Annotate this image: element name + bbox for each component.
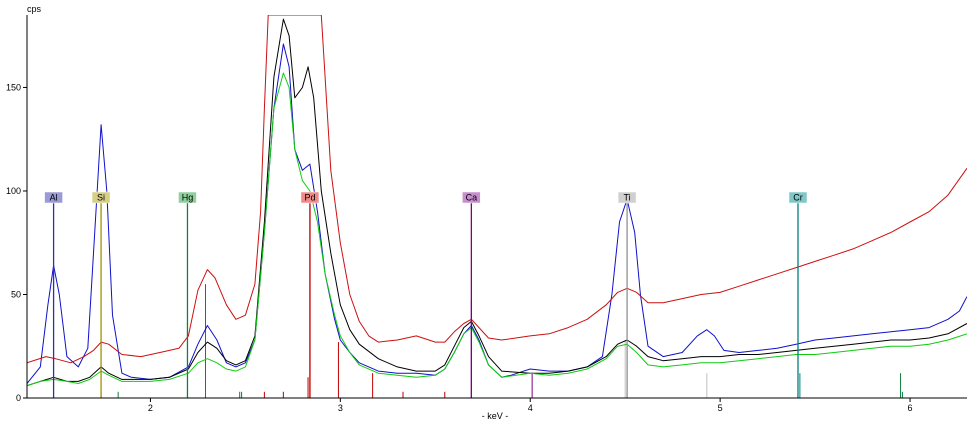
element-label-box-pd[interactable] <box>300 191 320 204</box>
x-tick-label-3: 3 <box>338 403 343 413</box>
element-label-box-al[interactable] <box>44 191 63 204</box>
series-line-2 <box>27 18 967 387</box>
x-tick-label-6: 6 <box>908 403 913 413</box>
axes: 2 3 4 5 6 0 50 100 150 <box>6 15 967 413</box>
series-line-1 <box>27 15 967 364</box>
y-tick-label-0: 0 <box>16 393 21 403</box>
x-axis-label: - keV - <box>482 411 509 421</box>
x-tick-label-4: 4 <box>528 403 533 413</box>
element-label-box-ca[interactable] <box>462 191 481 204</box>
x-tick-label-2: 2 <box>148 403 153 413</box>
element-label-ca[interactable]: Ca <box>466 193 478 203</box>
y-tick-label-50: 50 <box>11 289 21 299</box>
element-label-si[interactable]: Si <box>97 193 105 203</box>
element-label-hg[interactable]: Hg <box>182 193 194 203</box>
series-line-0 <box>27 43 967 384</box>
element-label-pd[interactable]: Pd <box>304 193 315 203</box>
element-label-al[interactable]: Al <box>50 193 58 203</box>
element-label-cr[interactable]: Cr <box>793 193 803 203</box>
y-tick-label-100: 100 <box>6 186 21 196</box>
element-line-markers <box>100 207 903 398</box>
element-label-box-si[interactable] <box>91 191 111 204</box>
element-label-ti[interactable]: Ti <box>623 193 630 203</box>
x-tick-label-5: 5 <box>718 403 723 413</box>
spectrum-series <box>27 15 967 387</box>
y-tick-label-150: 150 <box>6 82 21 92</box>
series-line-3 <box>27 72 967 387</box>
element-labels: Al Si Hg Pd Ca Ti Cr <box>44 191 808 398</box>
element-label-box-hg[interactable] <box>178 191 197 204</box>
y-axis-label: cps <box>27 4 42 14</box>
element-label-box-ti[interactable] <box>617 191 637 204</box>
element-label-box-cr[interactable] <box>788 191 808 204</box>
